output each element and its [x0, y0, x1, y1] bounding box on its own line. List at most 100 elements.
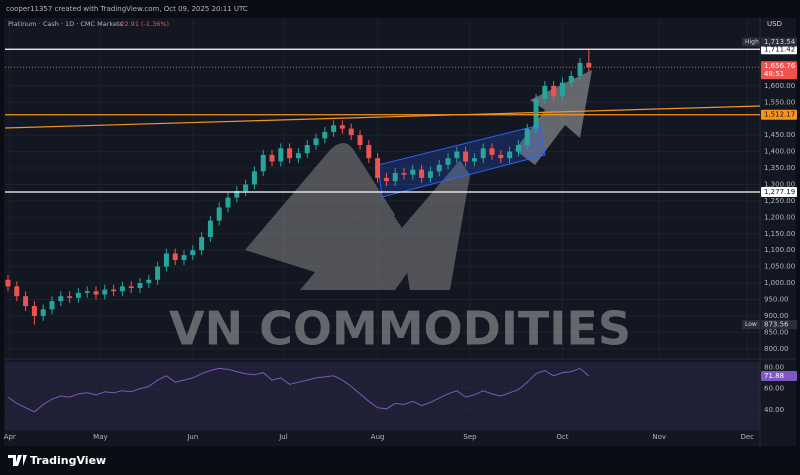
candle-body — [84, 291, 90, 293]
candle-body — [463, 151, 469, 162]
candle-body — [155, 266, 161, 280]
candle-body — [75, 292, 81, 298]
y-tick-label: 1,150.00 — [764, 230, 795, 238]
level-tag — [761, 186, 797, 197]
candle-body — [410, 169, 416, 175]
candle-body — [348, 128, 354, 136]
y-tick-label: 1,350.00 — [764, 164, 795, 172]
candle-body — [419, 169, 425, 178]
candle-body — [225, 197, 231, 208]
y-tick-label: 1,600.00 — [764, 82, 795, 90]
candle-body — [295, 153, 301, 159]
candle-body — [507, 151, 513, 159]
y-tick-label: 1,000.00 — [764, 279, 795, 287]
trend-arrow — [515, 70, 592, 165]
footer-brand: TradingView — [30, 454, 106, 467]
candle-body — [427, 171, 433, 178]
candle-body — [111, 289, 117, 292]
candle-body — [515, 145, 521, 152]
candle-body — [260, 154, 266, 172]
candle-body — [568, 76, 574, 83]
candle-body — [40, 309, 46, 316]
countdown: 48:51 — [764, 70, 784, 78]
candle-body — [146, 279, 152, 284]
last-price-tag — [761, 61, 797, 80]
rsi-last-tag — [761, 370, 797, 381]
candle-body — [93, 291, 99, 295]
level-label: 1,277.19 — [764, 188, 795, 196]
candle-body — [234, 191, 240, 198]
x-tick-label: Dec — [740, 433, 754, 441]
change: -22.91 (-1.36%) — [118, 20, 169, 28]
currency: USD — [767, 20, 782, 28]
candle-body — [181, 255, 187, 261]
candle-body — [366, 145, 372, 159]
candle-body — [313, 138, 319, 146]
low-value: 873.56 — [764, 321, 789, 329]
y-tick-label: 1,200.00 — [764, 213, 795, 221]
candle-body — [137, 283, 143, 288]
level-tag — [761, 109, 797, 120]
rsi-panel — [5, 362, 760, 430]
plot: 800.00 850.00 900.00 950.00 1,000.00 1,050.00… — [4, 37, 797, 441]
candle-body — [542, 85, 548, 100]
y-tick-label: 850.00 — [764, 328, 789, 336]
chart-panel — [4, 18, 796, 446]
high-value: 1,713.54 — [764, 38, 796, 46]
candle-body — [102, 289, 108, 295]
candle-body — [533, 99, 539, 129]
header: cooper11357 created with TradingView.com… — [6, 5, 248, 13]
trend-line — [4, 105, 761, 129]
candle-body — [199, 237, 205, 251]
x-tick-label: Jun — [186, 433, 198, 441]
candle-body — [577, 62, 583, 77]
low-name: Low — [745, 321, 757, 328]
y-tick-label: 800.00 — [764, 345, 789, 353]
candle-body — [31, 306, 37, 316]
rsi-tick-label: 80.00 — [764, 363, 784, 371]
candle-body — [401, 172, 407, 175]
candle-body — [67, 296, 73, 298]
candle-body — [498, 154, 504, 159]
candle-body — [172, 253, 178, 261]
high-tag — [742, 37, 760, 47]
candle-body — [243, 184, 249, 192]
x-tick-label: Oct — [556, 433, 568, 441]
low-tag — [742, 320, 760, 330]
candle-body — [119, 286, 125, 292]
y-tick-label: 1,400.00 — [764, 148, 795, 156]
last-price: 1,656.76 — [764, 62, 796, 70]
x-tick-label: Nov — [652, 433, 666, 441]
symbol: Platinum · Cash · 1D · CMC Markets — [8, 20, 123, 28]
high-value-tag — [761, 37, 797, 47]
y-tick-label: 1,450.00 — [764, 131, 795, 139]
footer-logo — [8, 455, 27, 466]
low-value-tag — [761, 320, 797, 330]
candle-body — [436, 164, 442, 172]
candle-body — [278, 148, 284, 162]
y-tick-label: 950.00 — [764, 295, 789, 303]
candle-body — [251, 171, 257, 185]
candle-body — [489, 148, 495, 155]
candle-body — [322, 131, 328, 139]
x-tick-label: Aug — [371, 433, 385, 441]
y-tick-label: 1,050.00 — [764, 263, 795, 271]
candle-body — [207, 220, 213, 238]
candle-body — [375, 158, 381, 178]
candle-body — [269, 154, 275, 162]
candle-body — [471, 158, 477, 162]
candle-body — [128, 286, 134, 288]
candle-body — [339, 125, 345, 129]
candle-body — [383, 177, 389, 182]
x-tick-label: Apr — [4, 433, 16, 441]
candle-body — [480, 148, 486, 159]
watermark-text: VN COMMODITIES — [169, 302, 631, 356]
y-tick-label: 1,550.00 — [764, 98, 795, 106]
candle-body — [49, 301, 55, 310]
rsi-last-value: 71.88 — [764, 372, 784, 380]
candle-body — [304, 145, 310, 154]
candle-body — [5, 279, 11, 287]
candle-body — [454, 151, 460, 159]
y-tick-label: 900.00 — [764, 312, 789, 320]
level-label: 1,512.17 — [764, 111, 795, 119]
